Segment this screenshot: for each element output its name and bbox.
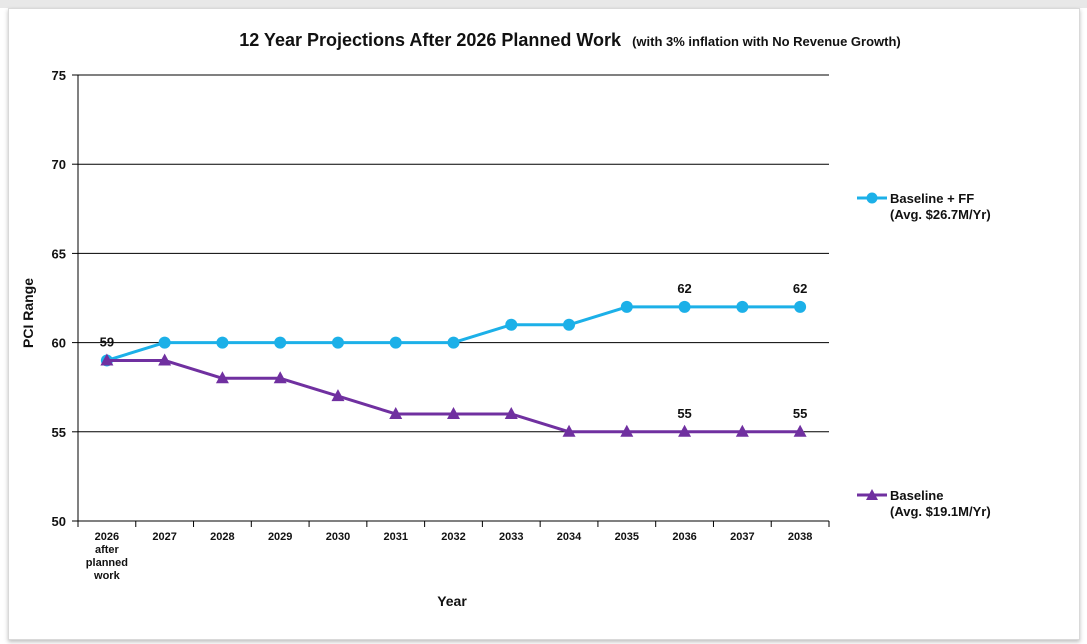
data-point — [100, 353, 114, 366]
y-tick-label: 55 — [52, 425, 66, 440]
x-tick-label: 2038 — [788, 531, 812, 543]
data-point — [389, 406, 403, 419]
x-tick-label: 2035 — [615, 531, 639, 543]
series-line-0 — [106, 305, 801, 362]
data-label: 59 — [100, 334, 114, 349]
data-point — [678, 424, 692, 437]
legend-marker — [866, 192, 878, 204]
y-tick-label: 70 — [52, 157, 66, 172]
data-point — [447, 336, 460, 349]
data-point — [794, 300, 807, 313]
x-tick-label: 2030 — [326, 531, 350, 543]
data-point — [158, 336, 171, 349]
data-point — [563, 318, 576, 331]
legend-marker — [866, 489, 878, 500]
x-axis-label: Year — [437, 593, 467, 609]
data-point — [331, 389, 345, 402]
chart-subtitle: (with 3% inflation with No Revenue Growt… — [632, 34, 901, 49]
data-label: 55 — [677, 406, 691, 421]
data-point — [504, 406, 518, 419]
x-tick-label: 2032 — [441, 531, 465, 543]
legend-label-0: Baseline + FF (Avg. $26.7M/Yr) — [890, 191, 991, 222]
legend-label-1: Baseline (Avg. $19.1M/Yr) — [890, 488, 991, 519]
data-point — [735, 424, 749, 437]
data-point — [389, 336, 402, 349]
data-point — [273, 371, 287, 384]
chart-title-main: 12 Year Projections After 2026 Planned W… — [239, 30, 622, 50]
data-point — [447, 406, 460, 419]
data-point — [620, 424, 634, 437]
data-point — [331, 336, 344, 349]
window-top-edge — [0, 0, 1087, 8]
y-tick-label: 65 — [52, 246, 66, 261]
data-point — [215, 371, 229, 384]
series-line-1 — [106, 358, 801, 434]
data-point — [505, 318, 518, 331]
data-label: 55 — [793, 406, 807, 421]
x-tick-label: 2029 — [268, 531, 292, 543]
data-point — [562, 424, 576, 437]
data-point — [736, 300, 749, 313]
x-tick-label: 2034 — [557, 531, 582, 543]
y-axis-label: PCI Range — [20, 278, 36, 348]
chart-title: 12 Year Projections After 2026 Planned W… — [239, 30, 901, 50]
y-tick-label: 75 — [52, 68, 66, 83]
data-point — [158, 353, 172, 366]
x-tick-label: 2037 — [730, 531, 754, 543]
data-label: 62 — [677, 281, 691, 296]
x-tick-label: 2033 — [499, 531, 523, 543]
data-point — [620, 300, 633, 313]
data-point — [678, 300, 691, 313]
y-tick-label: 50 — [52, 514, 66, 529]
y-tick-label: 60 — [52, 336, 66, 351]
x-tick-label: 2028 — [210, 531, 234, 543]
x-tick-label: 2031 — [383, 531, 407, 543]
x-tick-label: 2027 — [152, 531, 176, 543]
data-point — [216, 336, 229, 349]
x-tick-label: 2036 — [672, 531, 696, 543]
data-point — [793, 424, 807, 437]
data-point — [274, 336, 287, 349]
data-label: 62 — [793, 281, 807, 296]
x-tick-label: 2026 after planned work — [86, 531, 128, 582]
